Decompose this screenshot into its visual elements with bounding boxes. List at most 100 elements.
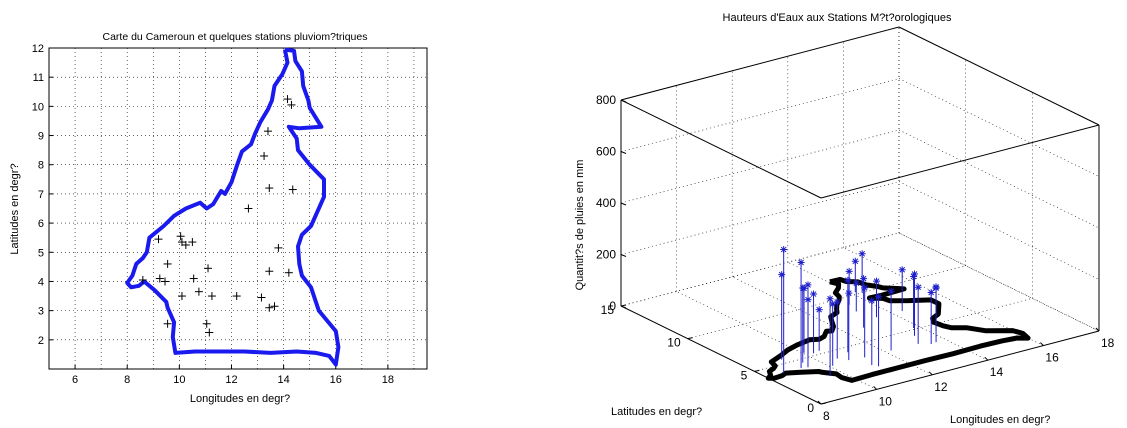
rain-y-tick-mark <box>687 337 693 340</box>
station-marker <box>274 243 283 252</box>
station-marker <box>244 204 253 213</box>
rain-gridline <box>620 181 900 255</box>
rain-x-tick-label: 16 <box>1045 351 1059 365</box>
rain-x-tick-mark <box>817 400 822 405</box>
rain-stem-marker <box>927 288 935 296</box>
rain-x-tick-mark <box>928 371 933 376</box>
rain-stem-marker <box>804 281 812 289</box>
station-marker <box>194 287 203 296</box>
map-x-tick-label: 12 <box>225 374 237 386</box>
rain-stem-marker <box>780 246 788 254</box>
map-x-tick-label: 8 <box>124 374 130 386</box>
rain-stem <box>778 271 786 360</box>
rain-stem <box>911 270 919 336</box>
cameroon-border-line <box>125 47 341 367</box>
rain-stem <box>910 273 918 329</box>
station-marker <box>176 232 185 241</box>
map-y-tick-label: 10 <box>32 101 44 113</box>
map-x-axis-label: Longitudes en degr? <box>190 393 290 405</box>
frame-edge <box>620 99 822 199</box>
rain-stem-marker <box>829 300 837 308</box>
rain-stems <box>778 246 940 377</box>
station-marker <box>265 267 274 276</box>
rain-y-tick-label: 15 <box>601 303 615 317</box>
rain-stem <box>845 289 853 361</box>
station-marker <box>188 238 197 247</box>
rain-stem <box>932 284 940 343</box>
rain-stem <box>898 266 906 311</box>
map-y-axis-label: Latitudes en degr? <box>9 163 21 254</box>
station-marker <box>163 259 172 268</box>
map-axes-box <box>48 47 428 370</box>
rain-gridline <box>898 129 1100 229</box>
rain-stem-marker <box>868 297 876 305</box>
rain-stem-marker <box>860 275 868 283</box>
station-marker <box>232 292 241 301</box>
rain-stem-marker <box>833 298 841 306</box>
rain-stem-marker <box>898 266 906 274</box>
rain-stem <box>833 298 841 359</box>
map-x-ticks: 6 8 10 12 14 16 18 <box>72 365 394 386</box>
rain-stem <box>852 279 860 312</box>
rain-stem <box>887 287 895 351</box>
rain-gridline <box>898 181 1100 280</box>
rain-3d-chart: Hauteurs d'Eaux aux Stations M?t?orologi… <box>574 12 1115 426</box>
rain-x-tick-label: 14 <box>990 365 1004 379</box>
rain-stem <box>799 284 807 363</box>
map-x-tick-label: 18 <box>382 374 394 386</box>
rain-stem-marker <box>914 283 922 291</box>
station-marker <box>204 264 213 273</box>
rain-stem <box>815 306 823 351</box>
frame-edge <box>620 305 822 405</box>
station-marker <box>287 100 296 109</box>
station-marker <box>205 328 214 337</box>
map-x-tick-label: 6 <box>72 374 78 386</box>
station-marker <box>161 277 170 286</box>
rain-stem-marker <box>844 276 852 284</box>
map-y-tick-label: 3 <box>38 306 44 318</box>
rain-x-tick-mark <box>1040 342 1044 346</box>
rain-stem <box>780 246 788 374</box>
map-y-tick-label: 6 <box>38 218 44 230</box>
rain-z-tick-label: 600 <box>596 145 616 159</box>
map-x-tick-label: 14 <box>277 374 289 386</box>
station-marker <box>263 127 272 136</box>
map-y-tick-label: 4 <box>38 276 44 288</box>
rain-y-tick-label: 0 <box>807 401 814 415</box>
station-marker <box>181 240 190 249</box>
map-y-tick-label: 9 <box>38 131 44 143</box>
rain-y-tick-mark <box>754 369 760 372</box>
rain-y-tick-mark <box>820 402 827 405</box>
map-stations <box>138 95 297 337</box>
rain-3d-frame <box>620 26 1100 405</box>
rain-z-tick-mark <box>620 202 627 206</box>
station-marker <box>283 95 292 104</box>
rain-stem <box>829 300 837 366</box>
rain-stem <box>844 276 852 353</box>
rain-x-tick-label: 10 <box>879 394 893 408</box>
station-marker <box>163 319 172 328</box>
rain-stem-marker <box>910 273 918 281</box>
rain-stem <box>797 259 805 369</box>
rain-x-axis-label: Longitudes en degr? <box>950 414 1050 426</box>
rain-x-tick-label: 8 <box>823 409 830 423</box>
rain-gridline <box>620 232 900 307</box>
rain-stem <box>810 290 818 354</box>
rain-x-tick-label: 12 <box>934 380 948 394</box>
map-x-tick-label: 16 <box>330 374 342 386</box>
station-marker <box>260 151 269 160</box>
rain-x-tick-mark <box>873 386 877 390</box>
rain-x-tick-mark <box>984 356 989 361</box>
map-y-tick-label: 8 <box>38 160 44 172</box>
map-y-tick-label: 11 <box>33 72 44 84</box>
rain-stem-marker <box>852 279 860 287</box>
rain-chart-title: Hauteurs d'Eaux aux Stations M?t?orologi… <box>723 12 952 24</box>
rain-stem <box>826 295 834 377</box>
rain-x-tick-mark <box>1095 327 1100 332</box>
rain-stem-marker <box>875 293 883 301</box>
rain-stem-marker <box>932 284 940 292</box>
station-marker <box>265 303 274 312</box>
station-marker <box>257 293 266 302</box>
rain-stem-marker <box>797 259 805 267</box>
station-marker <box>265 184 274 193</box>
